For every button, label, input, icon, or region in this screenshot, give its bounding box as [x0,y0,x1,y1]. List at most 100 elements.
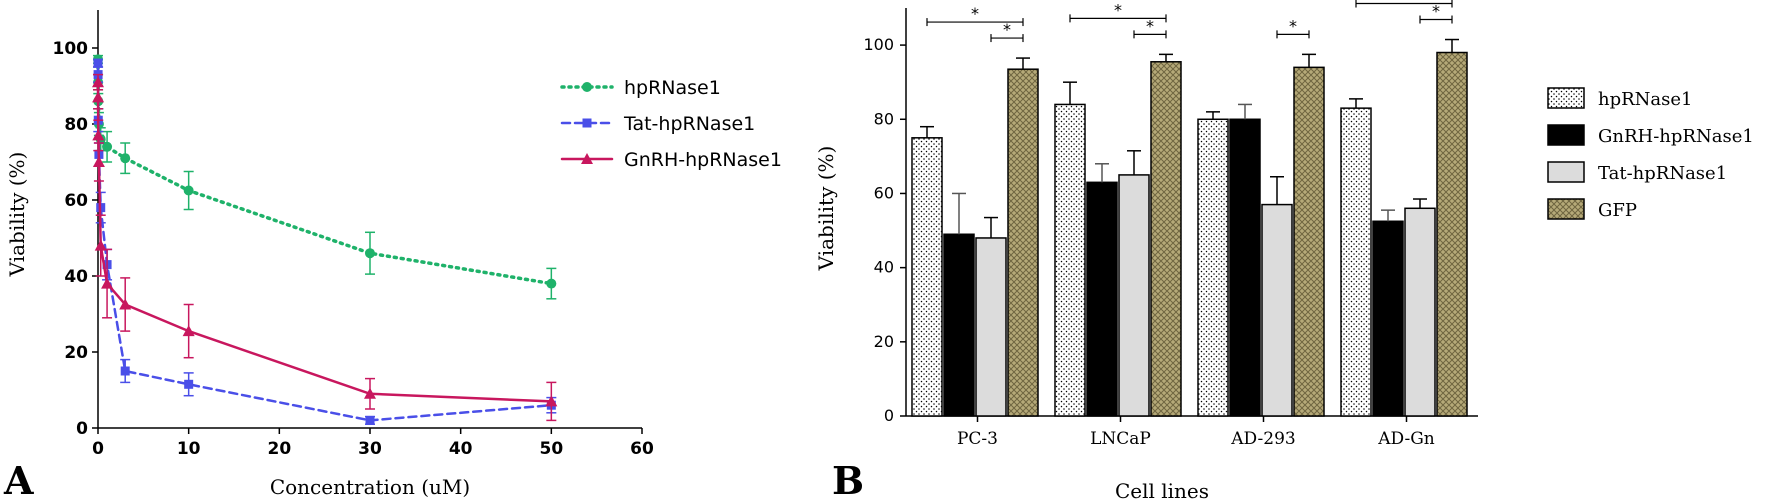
significance-star: * [1114,0,1122,19]
category-label-ad-gn: AD-Gn [1377,429,1435,449]
data-point [92,129,105,141]
x-tick-label: 40 [449,439,473,459]
data-point [182,325,195,337]
bar-ad-gn-tat-hprnase1 [1404,207,1436,417]
data-point [92,91,105,103]
category-label-ad-293: AD-293 [1230,429,1295,449]
legend-marker [581,153,593,164]
bar-lncap-gfp [1150,61,1182,417]
bar-lncap-hprnase1 [1054,103,1086,417]
data-point [119,298,132,310]
y-tick-label: 20 [64,343,88,363]
data-point [120,153,131,164]
panel-b-y-axis-label: Viability (%) [814,146,838,272]
bar-ad-gn-gfp [1436,51,1468,417]
series-line-gnrh-hprnase1 [96,80,553,403]
panel-a-y-axis-label: Viability (%) [5,152,29,278]
y-tick-label: 20 [874,332,894,351]
bar-pc-3-tat-hprnase1 [975,237,1007,417]
data-point [92,76,104,88]
panel-a-series-group [92,54,558,425]
bar-ad-293-gfp [1293,66,1325,417]
bar-ad-293-gnrh-hprnase1 [1229,118,1261,417]
data-point [101,277,114,289]
panel-a-label: A [3,458,34,503]
data-point [545,395,558,407]
panel-a-axes [97,10,642,429]
panel-a-x-axis-label: Concentration (uM) [270,475,470,499]
significance-star: * [971,4,979,23]
legend-label: Tat-hpRNase1 [1598,163,1727,184]
x-tick-label: 60 [630,439,654,459]
significance-star: * [1400,0,1408,5]
y-tick-label: 80 [874,109,894,128]
bar-lncap-tat-hprnase1 [1118,174,1150,417]
y-tick-label: 60 [874,183,894,202]
data-point [546,278,557,289]
panel-a-x-ticks: 0 10 20 30 40 50 60 [92,428,654,459]
panel-b-category-labels: PC-3 LNCaP AD-293 AD-Gn [957,416,1435,449]
panel-a-y-ticks: 0 20 40 60 80 100 [53,39,98,439]
data-point [93,58,103,68]
bar-ad-gn-hprnase1 [1340,107,1372,417]
legend-item-hprnase1: hpRNase1 [560,77,721,99]
legend-label: Tat-hpRNase1 [623,113,755,135]
legend-item-gnrh-hprnase1: GnRH-hpRNase1 [560,149,782,171]
bar-pc-3-gnrh-hprnase1 [943,233,975,417]
legend-label: hpRNase1 [624,77,721,99]
legend-item-gfp: GFP [1547,198,1637,221]
legend-label: GnRH-hpRNase1 [1598,126,1754,147]
legend-item-hprnase1: hpRNase1 [1547,87,1693,110]
legend-label: GnRH-hpRNase1 [624,149,782,171]
data-point [365,248,375,259]
panel-b-x-axis-label: Cell lines [1115,479,1209,503]
series-hprnase1 [93,54,557,300]
bar-pc-3-gfp [1007,68,1039,417]
data-point [365,415,375,425]
bar-pc-3-hprnase1 [911,137,943,417]
data-point [94,239,107,251]
y-tick-label: 0 [76,419,88,439]
y-tick-label: 60 [64,191,88,211]
category-label-pc-3: PC-3 [957,429,998,449]
legend-item-tat-hprnase1: Tat-hpRNase1 [560,113,755,135]
category-label-lncap: LNCaP [1090,429,1151,449]
bar-ad-293-hprnase1 [1197,118,1229,417]
x-tick-label: 20 [267,439,291,459]
panel-b-significance-brackets: * * * * * * * [926,0,1453,43]
data-point [184,379,194,389]
x-tick-label: 10 [177,439,201,459]
panel-b-legend: hpRNase1 GnRH-hpRNase1 Tat-hpRNase1 GFP [1547,87,1754,221]
bar-ad-gn-gnrh-hprnase1 [1372,220,1404,417]
data-point [364,387,376,399]
significance-star: * [1289,16,1297,35]
x-tick-label: 30 [358,439,382,459]
significance-star: * [1432,2,1440,21]
data-point [102,141,113,152]
panel-b-bars-group [911,38,1468,417]
legend-label: GFP [1598,200,1637,221]
x-tick-label: 50 [539,439,563,459]
data-point [92,156,105,167]
panel-a-line-chart: 0 10 20 30 40 50 60 0 20 40 60 80 100 hpRNase1 Tat-h… [3,10,782,503]
y-tick-label: 40 [64,267,88,287]
legend-swatch [1547,124,1585,146]
data-point [183,185,194,196]
y-tick-label: 100 [53,39,89,59]
y-tick-label: 100 [863,35,894,54]
significance-star: * [1146,16,1154,35]
legend-item-gnrh-hprnase1: GnRH-hpRNase1 [1547,124,1754,147]
bar-ad-293-tat-hprnase1 [1261,203,1293,417]
y-tick-label: 80 [64,115,88,135]
data-point [120,366,130,376]
y-tick-label: 0 [884,406,894,425]
legend-marker [582,118,592,128]
panel-a-legend: hpRNase1 Tat-hpRNase1 GnRH-hpRNase1 [560,77,782,171]
x-tick-label: 0 [92,439,104,459]
series-tat-hprnase1 [93,58,557,425]
legend-item-tat-hprnase1: Tat-hpRNase1 [1547,161,1727,184]
series-gnrh-hprnase1 [92,73,558,422]
panel-b-label: B [832,458,864,503]
